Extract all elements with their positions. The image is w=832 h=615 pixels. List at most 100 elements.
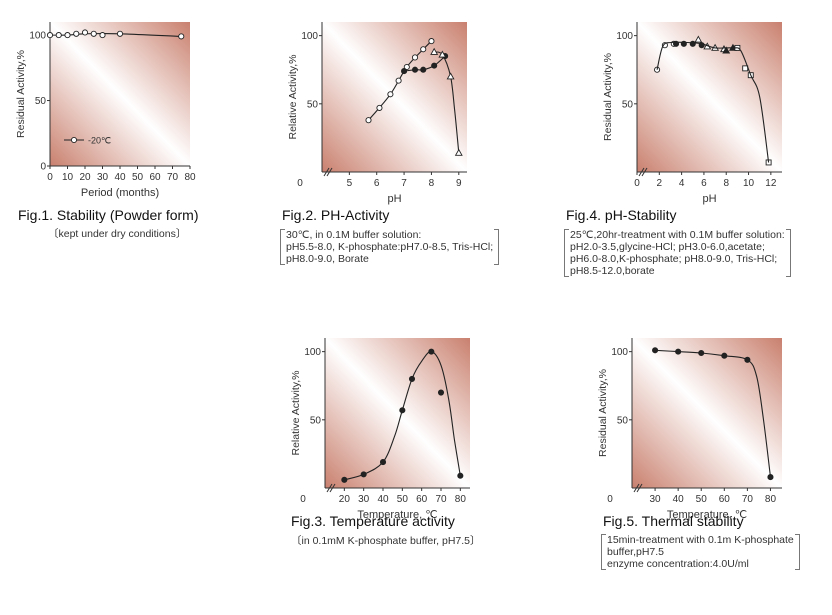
- x-tick-label: 70: [435, 494, 447, 505]
- data-point-open-circle: [64, 32, 71, 39]
- data-point-open-circle: [81, 29, 89, 36]
- data-point-open-circle: [387, 91, 394, 98]
- fig3-title: Fig.3. Temperature activity: [291, 513, 455, 529]
- x-tick-label: 5: [347, 178, 353, 189]
- y-axis-label: Residual Activity,%: [15, 50, 27, 138]
- y-tick-label: 100: [616, 31, 633, 42]
- x-axis-label: pH: [702, 193, 716, 205]
- data-point-open-circle: [661, 42, 668, 49]
- fig4-panel: 50 100 0 2 4 6 8 10 12 pH Residual Activity,% Fig.…: [555, 0, 832, 290]
- data-point-filled-circle: [698, 349, 705, 357]
- series-k-phosphate: [365, 38, 435, 124]
- y-tick-label: 100: [304, 347, 321, 358]
- series-residual: [652, 347, 774, 481]
- x-tick-label: 50: [132, 172, 144, 183]
- fig4-caption-line: pH8.5-12.0,borate: [570, 265, 655, 277]
- x-tick-label: 20: [339, 494, 351, 505]
- fig1-panel: 0 50 100 0 10 20 30 40 50 60 70 80 Period (months) Re…: [0, 0, 230, 250]
- data-point-filled-circle: [408, 375, 416, 382]
- data-point-filled-circle: [428, 348, 435, 355]
- x-tick-label: 6: [701, 178, 707, 189]
- data-point-filled-circle: [401, 68, 408, 75]
- fig1-caption: 〔kept under dry conditions〕: [48, 228, 187, 240]
- plot-background: [50, 22, 190, 166]
- plot-background: [325, 338, 470, 488]
- fig5-caption: 15min-treatment with 0.1m K-phosphate bu…: [601, 534, 800, 570]
- x-tick-label: 6: [374, 178, 380, 189]
- data-point-filled-triangle: [722, 46, 731, 54]
- data-point-open-circle: [365, 117, 372, 124]
- x-tick-label: 8: [723, 178, 729, 189]
- x-tick-label: 20: [79, 172, 91, 183]
- data-point-filled-circle: [457, 472, 464, 479]
- x-tick-label: 30: [650, 494, 662, 505]
- data-point-open-circle: [376, 104, 383, 111]
- fig4-title: Fig.4. pH-Stability: [566, 207, 677, 223]
- x-tick-label: 0: [297, 178, 303, 189]
- x-tick-label: 30: [358, 494, 370, 505]
- fig2-caption-line: 30℃, in 0.1M buffer solution:: [286, 229, 422, 241]
- y-tick-label: 100: [29, 31, 46, 42]
- axis-break-mark: [636, 483, 643, 493]
- data-point-filled-circle: [675, 348, 682, 355]
- data-point-open-circle: [70, 136, 78, 144]
- data-point-open-circle: [90, 30, 97, 37]
- data-point-filled-circle: [744, 356, 751, 363]
- fig2-caption: 30℃, in 0.1M buffer solution: pH5.5-8.0,…: [280, 229, 500, 265]
- data-point-filled-circle: [767, 474, 774, 481]
- x-tick-label: 30: [97, 172, 109, 183]
- fig5-caption-line: 15min-treatment with 0.1m K-phosphate: [607, 534, 794, 546]
- data-point-open-circle: [411, 54, 419, 61]
- fig3-chart: 50 100 0 20 30 40 50 60 70 80 Temperature, ℃ Relati…: [290, 338, 470, 521]
- x-tick-label: 40: [377, 494, 389, 505]
- fig2-caption-line: pH8.0-9.0, Borate: [286, 253, 369, 265]
- x-tick-label: 40: [114, 172, 126, 183]
- x-tick-label: 60: [719, 494, 731, 505]
- fig5-panel: 50 100 0 30 40 50 60 70 80 Temperature, ℃ Residual…: [592, 320, 832, 580]
- x-tick-label: 50: [397, 494, 409, 505]
- axis-break-mark: [326, 483, 333, 493]
- plot-background: [322, 22, 467, 172]
- data-point-open-circle: [428, 38, 435, 45]
- axis-break-mark: [323, 167, 330, 177]
- x-tick-label: 2: [657, 178, 663, 189]
- axis-break-mark: [638, 167, 645, 177]
- fig4-caption-line: 25℃,20hr-treatment with 0.1M buffer solu…: [570, 229, 785, 241]
- fig5-title: Fig.5. Thermal stability: [603, 513, 744, 529]
- x-tick-label: 4: [679, 178, 685, 189]
- data-point-open-triangle: [694, 35, 703, 43]
- y-tick-label: 100: [611, 347, 628, 358]
- data-point-open-circle: [178, 33, 185, 40]
- y-tick-label: 50: [622, 99, 634, 110]
- data-point-open-circle: [420, 46, 427, 53]
- series-line: [656, 41, 770, 163]
- x-tick-label: 7: [401, 178, 407, 189]
- fig2-caption-line: pH5.5-8.0, K-phosphate:pH7.0-8.5, Tris-H…: [286, 241, 494, 253]
- x-tick-label: 0: [607, 494, 613, 505]
- data-point-filled-circle: [431, 62, 438, 69]
- y-axis-label: Relative Activity,%: [290, 371, 302, 456]
- y-tick-label: 50: [310, 415, 322, 426]
- data-point-filled-circle: [420, 66, 427, 73]
- x-tick-label: 10: [62, 172, 74, 183]
- axis-break-mark: [633, 483, 640, 493]
- data-point-filled-circle: [721, 352, 728, 359]
- x-tick-label: 80: [184, 172, 196, 183]
- plot-background: [632, 338, 782, 488]
- data-point-filled-circle: [652, 347, 659, 354]
- x-axis-label: Temperature, ℃: [667, 509, 747, 521]
- fig2-title: Fig.2. PH-Activity: [282, 207, 390, 223]
- x-tick-label: 60: [149, 172, 161, 183]
- data-point-filled-circle: [341, 476, 348, 483]
- series-borate: [430, 47, 463, 156]
- data-point-filled-circle: [399, 407, 406, 414]
- series-fit: [656, 41, 770, 163]
- data-point-open-circle: [73, 30, 80, 37]
- series--20-: [46, 29, 185, 40]
- x-axis-label: pH: [387, 193, 401, 205]
- x-tick-label: 80: [765, 494, 777, 505]
- fig4-caption-line: pH6.0-8.0,K-phosphate; pH8.0-9.0, Tris-H…: [570, 253, 778, 265]
- x-tick-label: 0: [634, 178, 640, 189]
- fig1-chart: 0 50 100 0 10 20 30 40 50 60 70 80 Period (months) Re…: [15, 22, 196, 199]
- x-tick-label: 0: [300, 494, 306, 505]
